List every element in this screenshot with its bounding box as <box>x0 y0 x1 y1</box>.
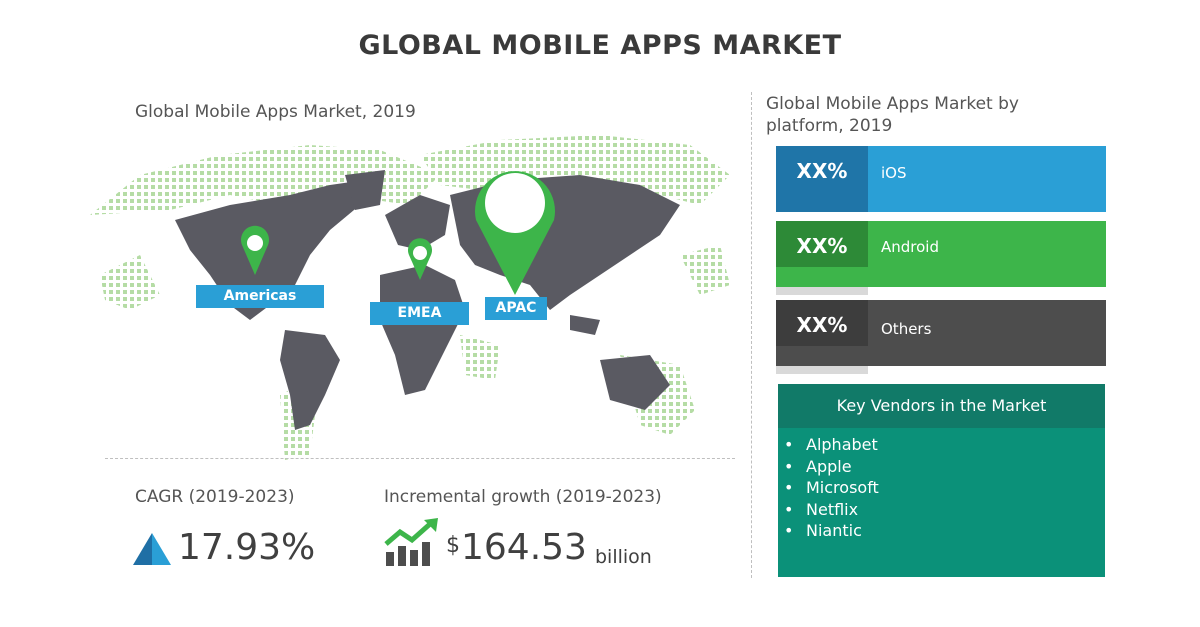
platform-shadow <box>776 366 868 374</box>
vendors-panel: Key Vendors in the Market • Alphabet • App… <box>778 384 1105 577</box>
vendors-list: • Alphabet • Apple • Microsoft • Netflix • Ni… <box>778 428 1105 542</box>
platform-others: XX% Others <box>776 300 1106 374</box>
world-map <box>80 135 740 465</box>
list-item: • Alphabet <box>784 435 878 454</box>
apac-pin-icon <box>475 171 555 295</box>
divider-horizontal <box>105 458 735 459</box>
page-title: GLOBAL MOBILE APPS MARKET <box>358 30 842 61</box>
platform-shadow <box>776 287 868 295</box>
growth-value: 164.53 <box>461 527 587 568</box>
divider-vertical <box>751 92 752 578</box>
list-item: • Niantic <box>784 521 862 540</box>
platform-share: XX% <box>776 146 868 212</box>
cagr-label: CAGR (2019-2023) <box>135 487 295 507</box>
platform-section-label: Global Mobile Apps Market by platform, 2… <box>766 94 1019 136</box>
platform-share: XX% <box>776 300 868 347</box>
platform-name: Others <box>881 320 932 338</box>
list-item: • Microsoft <box>784 478 879 497</box>
platform-ios: XX% iOS <box>776 146 1106 212</box>
platform-name: iOS <box>881 164 907 182</box>
region-label-americas: Americas <box>196 285 324 308</box>
platform-name: Android <box>881 238 939 256</box>
region-label-apac: APAC <box>485 297 547 320</box>
list-item: • Apple <box>784 456 852 476</box>
growth-unit: billion <box>595 546 652 568</box>
map-section-label: Global Mobile Apps Market, 2019 <box>135 102 416 122</box>
growth-currency: $ <box>446 533 460 558</box>
vendors-title: Key Vendors in the Market <box>778 384 1105 428</box>
cagr-value: 17.93% <box>178 527 316 568</box>
growth-chart-icon <box>384 518 438 566</box>
region-label-emea: EMEA <box>370 302 469 325</box>
list-item: • Netflix <box>784 499 859 519</box>
pyramid-icon <box>133 533 171 565</box>
americas-pin-icon <box>241 225 269 275</box>
growth-label: Incremental growth (2019-2023) <box>384 487 662 507</box>
emea-pin-icon <box>408 238 432 280</box>
platform-android: XX% Android <box>776 221 1106 295</box>
platform-share: XX% <box>776 221 868 268</box>
